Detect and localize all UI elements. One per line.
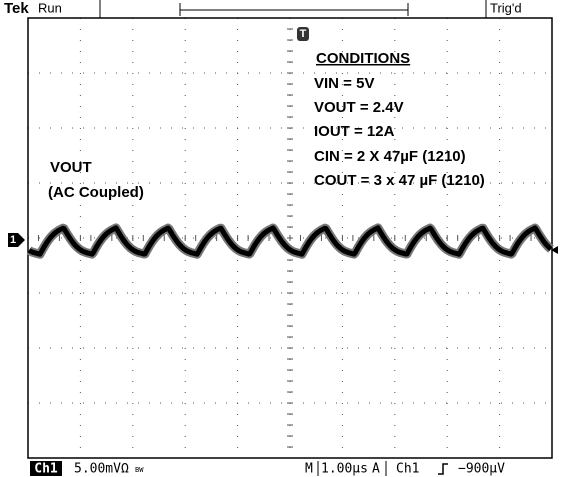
- condition: VIN = 5V: [314, 75, 374, 92]
- channel-badge: [30, 461, 62, 476]
- condition: CIN = 2 X 47µF (1210): [314, 148, 466, 165]
- trigger-status: Trig'd: [490, 0, 522, 15]
- condition: VOUT = 2.4V: [314, 99, 404, 116]
- channel-marker-label: 1: [10, 234, 16, 246]
- trigger-slope: [438, 463, 448, 475]
- waveform: [27, 225, 553, 257]
- vertical-scale: 5.00mVΩ: [74, 462, 129, 477]
- trigger-marker: [297, 27, 309, 41]
- trace-label: (AC Coupled): [48, 184, 144, 201]
- channel: Ch1: [34, 462, 58, 477]
- condition: COUT = 3 x 47 µF (1210): [314, 172, 485, 189]
- trigger-level-marker: [551, 246, 558, 254]
- bandwidth-limit: BW: [135, 466, 144, 474]
- conditions-title: CONDITIONS: [316, 50, 410, 67]
- graticule-border: [27, 17, 553, 459]
- condition: IOUT = 12A: [314, 123, 395, 140]
- trace-label: VOUT: [50, 159, 92, 176]
- trigger-mode: A: [372, 462, 380, 477]
- graticule: [27, 17, 553, 459]
- channel-marker: [8, 233, 25, 247]
- trigger-source: Ch1: [396, 462, 419, 477]
- trigger-level: −900µV: [458, 462, 505, 477]
- run-status: Run: [38, 0, 62, 15]
- timebase-mode: M: [305, 462, 313, 477]
- trigger-marker-label: T: [300, 28, 307, 40]
- timebase: 1.00µs: [321, 462, 368, 477]
- brand: Tek: [4, 0, 29, 17]
